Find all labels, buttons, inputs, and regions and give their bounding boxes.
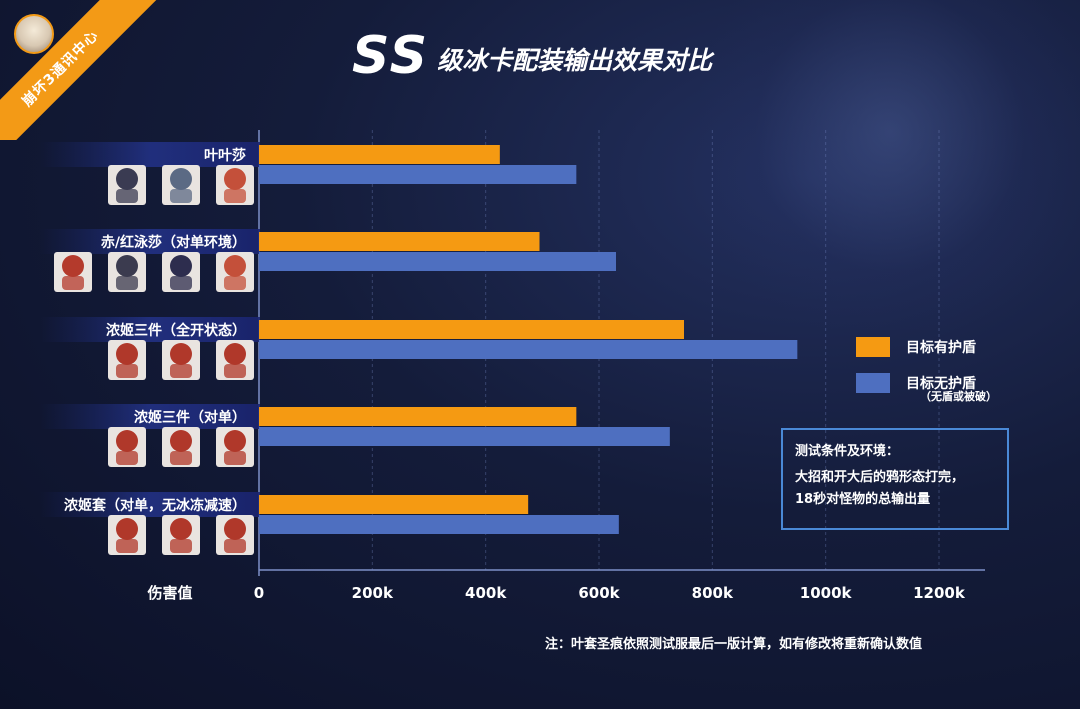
character-portrait-body bbox=[224, 539, 246, 553]
x-tick-label: 1200k bbox=[913, 584, 966, 602]
character-portrait-body bbox=[224, 189, 246, 203]
x-tick-label: 0 bbox=[254, 584, 264, 602]
conditions-line: 18秒对怪物的总输出量 bbox=[795, 492, 931, 507]
background-character-art bbox=[700, 0, 1080, 330]
character-portrait-hair bbox=[170, 430, 192, 452]
conditions-line: 大招和开大后的鸦形态打完， bbox=[795, 470, 965, 485]
x-tick-label: 800k bbox=[692, 584, 734, 602]
conditions-heading: 测试条件及环境： bbox=[795, 444, 900, 459]
category-label: 赤/红泳莎（对单环境） bbox=[101, 234, 246, 251]
character-portrait-hair bbox=[224, 343, 246, 365]
character-portrait-body bbox=[224, 451, 246, 465]
x-axis-title: 伤害值 bbox=[146, 584, 192, 602]
character-portrait-body bbox=[170, 364, 192, 378]
bar-with-shield bbox=[259, 320, 684, 339]
character-portrait-hair bbox=[116, 343, 138, 365]
category-label-highlight bbox=[40, 404, 260, 429]
chart-title: SS 级冰卡配装输出效果对比 bbox=[352, 26, 712, 86]
legend-swatch-with-shield bbox=[856, 337, 890, 357]
bar-with-shield bbox=[259, 407, 577, 426]
character-portrait-hair bbox=[116, 430, 138, 452]
category-label-highlight bbox=[40, 142, 260, 167]
category-label: 浓姬三件（对单） bbox=[134, 409, 246, 426]
character-portrait-body bbox=[62, 276, 84, 290]
bar-no-shield bbox=[259, 165, 577, 184]
title-main: SS bbox=[352, 26, 430, 86]
character-portrait-hair bbox=[170, 518, 192, 540]
legend-label: 目标有护盾 bbox=[906, 340, 976, 356]
bar-with-shield bbox=[259, 495, 529, 514]
character-portrait-body bbox=[116, 364, 138, 378]
character-portrait-hair bbox=[224, 518, 246, 540]
bar-no-shield bbox=[259, 515, 619, 534]
character-portrait-hair bbox=[170, 343, 192, 365]
character-portrait-body bbox=[116, 451, 138, 465]
character-portrait-body bbox=[224, 364, 246, 378]
character-portrait-hair bbox=[116, 255, 138, 277]
character-portrait-hair bbox=[62, 255, 84, 277]
footnote: 注：叶套圣痕依照测试服最后一版计算，如有修改将重新确认数值 bbox=[545, 637, 923, 652]
avatar bbox=[14, 14, 54, 54]
legend-note: （无盾或被破） bbox=[920, 390, 997, 403]
character-portrait-body bbox=[170, 276, 192, 290]
x-tick-label: 1000k bbox=[800, 584, 853, 602]
legend: 目标有护盾 目标无护盾 bbox=[856, 336, 976, 408]
x-tick-label: 600k bbox=[578, 584, 620, 602]
corner-badge: 崩坏3通讯中心 bbox=[0, 0, 160, 140]
bar-with-shield bbox=[259, 232, 540, 251]
bar-with-shield bbox=[259, 145, 500, 164]
character-portrait-body bbox=[170, 539, 192, 553]
character-portrait-hair bbox=[170, 168, 192, 190]
character-portrait-hair bbox=[224, 255, 246, 277]
category-label: 浓姬三件（全开状态） bbox=[106, 322, 246, 339]
character-portrait-hair bbox=[116, 168, 138, 190]
legend-label: 目标无护盾 bbox=[906, 376, 976, 392]
character-portrait-hair bbox=[224, 168, 246, 190]
legend-item-with-shield: 目标有护盾 bbox=[856, 336, 976, 358]
character-portrait-hair bbox=[116, 518, 138, 540]
character-portrait-body bbox=[224, 276, 246, 290]
bar-no-shield bbox=[259, 427, 670, 446]
x-tick-label: 400k bbox=[465, 584, 507, 602]
character-portrait-body bbox=[116, 189, 138, 203]
category-label-highlight bbox=[40, 229, 260, 254]
test-conditions-box: 测试条件及环境： 大招和开大后的鸦形态打完， 18秒对怪物的总输出量 bbox=[781, 428, 1009, 530]
legend-swatch-no-shield bbox=[856, 373, 890, 393]
character-portrait-body bbox=[116, 539, 138, 553]
category-label-highlight bbox=[40, 492, 260, 517]
category-label-highlight bbox=[40, 317, 260, 342]
legend-item-no-shield: 目标无护盾 bbox=[856, 372, 976, 394]
bar-no-shield bbox=[259, 252, 616, 271]
bar-no-shield bbox=[259, 340, 798, 359]
x-tick-label: 200k bbox=[352, 584, 394, 602]
character-portrait-body bbox=[116, 276, 138, 290]
character-portrait-body bbox=[170, 451, 192, 465]
character-portrait-hair bbox=[224, 430, 246, 452]
title-sub: 级冰卡配装输出效果对比 bbox=[437, 46, 713, 75]
character-portrait-hair bbox=[170, 255, 192, 277]
category-label: 叶叶莎 bbox=[204, 147, 246, 164]
character-portrait-body bbox=[170, 189, 192, 203]
category-label: 浓姬套（对单，无冰冻减速） bbox=[64, 497, 246, 514]
